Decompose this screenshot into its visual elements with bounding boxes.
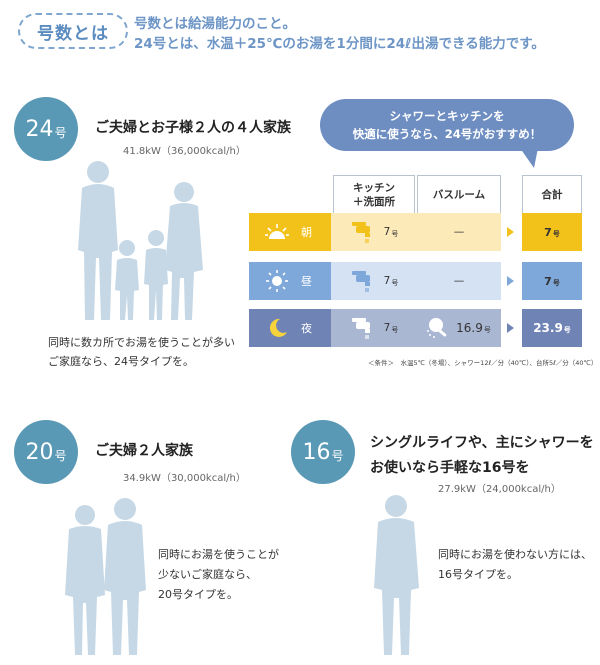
intro-line-2: 24号とは、水温＋25℃のお湯を1分間に24ℓ出湯できる能力です。 bbox=[134, 36, 545, 52]
bubble-tail bbox=[520, 148, 538, 168]
desc-20-line-2: 少ないご家庭なら、 bbox=[158, 568, 257, 581]
row-label-text: 朝 bbox=[301, 226, 312, 239]
heading-16-line-2: お使いなら手軽な16号を bbox=[370, 460, 530, 476]
unit-label: 号 bbox=[563, 325, 571, 334]
desc-16-line-2: 16号タイプを。 bbox=[438, 568, 518, 581]
desc-16-line-1: 同時にお湯を使わない方には、 bbox=[438, 548, 592, 561]
unit-label: 号 bbox=[391, 229, 399, 238]
total-value: 23.9 bbox=[533, 321, 563, 335]
unit-label: 号 bbox=[552, 229, 560, 238]
unit-label: 号 bbox=[391, 325, 399, 334]
family-of-four-illustration bbox=[78, 161, 203, 320]
title-tag: 号数とは bbox=[18, 13, 128, 49]
badge-24: 24 号 bbox=[14, 97, 78, 161]
bubble-line-2: 快適に使うなら、24号がおすすめ！ bbox=[352, 127, 542, 141]
heading-24: ご夫婦とお子様２人の４人家族 bbox=[95, 120, 291, 136]
badge-unit: 号 bbox=[54, 448, 67, 463]
single-person-illustration bbox=[374, 495, 419, 655]
faucet-icon bbox=[351, 318, 370, 339]
heading-20: ご夫婦２人家族 bbox=[95, 443, 193, 459]
row-label-morning: 朝 bbox=[249, 213, 331, 251]
cell-night-bath: 16.9 号 bbox=[417, 309, 501, 347]
sun-icon bbox=[266, 270, 288, 292]
kitchen-value: 7 bbox=[383, 322, 391, 334]
bubble-line-1: シャワーとキッチンを bbox=[389, 109, 505, 123]
conditions-note: ＜条件＞ 水温5℃（冬場）、シャワー12ℓ／分（40℃）、台所5ℓ／分（40℃） bbox=[368, 359, 598, 367]
arrow-icon bbox=[507, 323, 514, 333]
cell-noon-bath: — bbox=[417, 262, 501, 300]
desc-24-line-2: ご家庭なら、24号タイプを。 bbox=[48, 355, 194, 368]
column-header-bathroom: バスルーム bbox=[417, 175, 501, 213]
badge-number: 24 bbox=[25, 116, 54, 142]
desc-20-line-3: 20号タイプを。 bbox=[158, 588, 238, 601]
unit-label: 号 bbox=[391, 278, 399, 287]
kitchen-value: 7 bbox=[383, 226, 391, 238]
intro-line-1: 号数とは給湯能力のこと。 bbox=[134, 16, 296, 32]
badge-20: 20 号 bbox=[14, 420, 78, 484]
total-value: 7 bbox=[544, 274, 552, 288]
column-header-total: 合計 bbox=[522, 175, 582, 213]
badge-unit: 号 bbox=[54, 125, 67, 140]
heading-16-line-1: シングルライフや、主にシャワーを bbox=[370, 435, 594, 451]
power-24: 41.8kW（36,000kcal/h） bbox=[123, 146, 246, 157]
kitchen-value: 7 bbox=[383, 275, 391, 287]
bath-value: 16.9 bbox=[456, 321, 483, 335]
badge-16: 16 号 bbox=[291, 420, 355, 484]
moon-icon bbox=[269, 318, 287, 337]
faucet-icon bbox=[351, 271, 370, 292]
desc-20-line-1: 同時にお湯を使うことが bbox=[158, 548, 279, 561]
total-night: 23.9 号 bbox=[522, 309, 582, 347]
badge-number: 20 bbox=[25, 439, 54, 465]
badge-number: 16 bbox=[302, 439, 331, 465]
arrow-icon bbox=[507, 227, 514, 237]
row-label-night: 夜 bbox=[249, 309, 331, 347]
row-label-noon: 昼 bbox=[249, 262, 331, 300]
arrow-icon bbox=[507, 276, 514, 286]
cell-morning-bath: — bbox=[417, 213, 501, 251]
badge-unit: 号 bbox=[331, 448, 344, 463]
shower-icon bbox=[427, 318, 447, 338]
power-16: 27.9kW（24,000kcal/h） bbox=[438, 484, 561, 495]
desc-24-line-1: 同時に数カ所でお湯を使うことが多い bbox=[48, 336, 235, 349]
sunrise-icon bbox=[265, 224, 289, 239]
column-header-kitchen: キッチン ＋洗面所 bbox=[333, 175, 415, 213]
unit-label: 号 bbox=[483, 325, 491, 334]
faucet-icon bbox=[351, 222, 370, 243]
bath-value: — bbox=[453, 275, 465, 287]
recommendation-bubble: シャワーとキッチンを 快適に使うなら、24号がおすすめ！ bbox=[320, 99, 574, 151]
unit-label: 号 bbox=[552, 278, 560, 287]
bath-value: — bbox=[453, 226, 465, 238]
row-label-text: 夜 bbox=[301, 322, 312, 335]
power-20: 34.9kW（30,000kcal/h） bbox=[123, 473, 246, 484]
row-label-text: 昼 bbox=[301, 275, 312, 288]
total-value: 7 bbox=[544, 225, 552, 239]
couple-illustration bbox=[65, 498, 146, 655]
